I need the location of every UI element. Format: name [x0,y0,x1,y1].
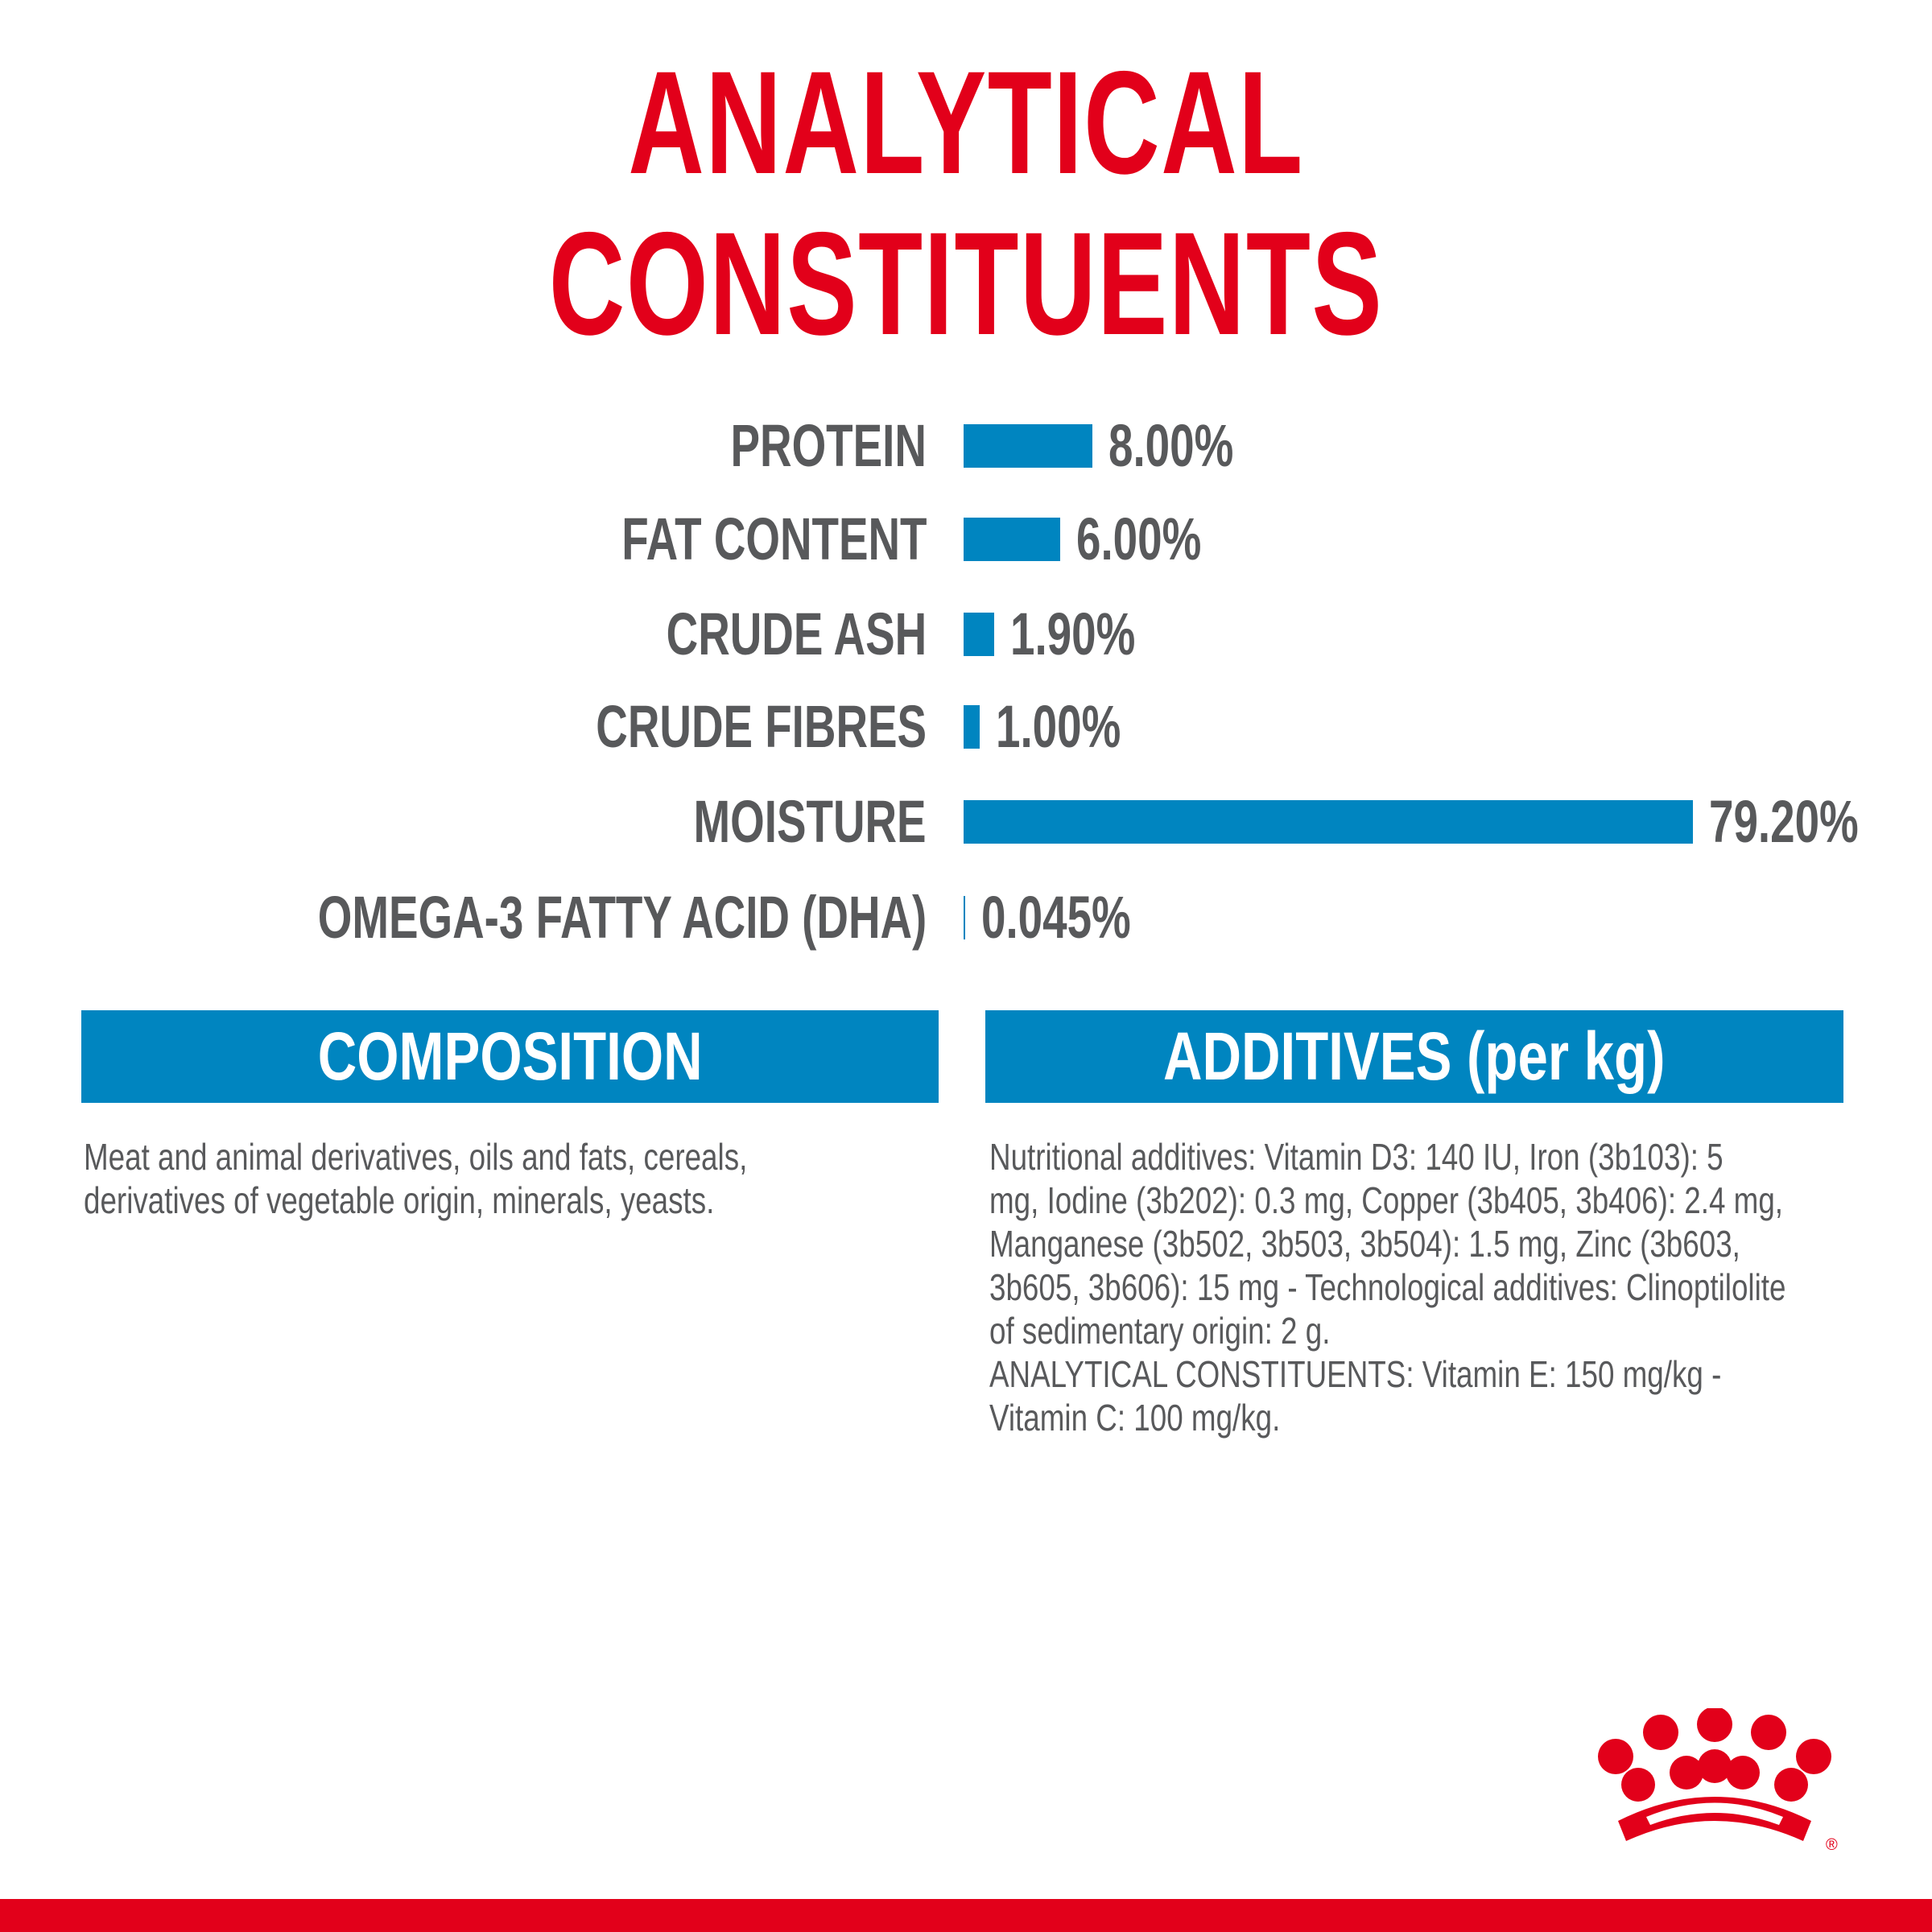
additives-header-text: ADDITIVES (per kg) [1163,1018,1666,1094]
value-label: 6.00% [1076,506,1202,572]
chart-row: PROTEIN 8.00% [0,412,1932,479]
category-label: OMEGA-3 FATTY ACID (DHA) [317,884,927,951]
additives-line: of sedimentary origin: 2 g. [989,1310,1331,1352]
chart-row: MOISTURE 79.20% [0,788,1932,855]
composition-text: Meat and animal derivatives, oils and fa… [84,1135,913,1222]
value-label: 79.20% [1709,788,1859,855]
additives-line: Manganese (3b502, 3b503, 3b504): 1.5 mg,… [989,1223,1740,1265]
additives-header: ADDITIVES (per kg) [985,1010,1843,1103]
chart-row: OMEGA-3 FATTY ACID (DHA) 0.045% [0,884,1932,951]
additives-line: 3b605, 3b606): 15 mg - Technological add… [989,1266,1786,1308]
category-label: CRUDE FIBRES [596,693,927,760]
chart-row: CRUDE ASH 1.90% [0,601,1932,667]
page-title: ANALYTICAL CONSTITUENTS [0,42,1932,364]
additives-line: mg, Iodine (3b202): 0.3 mg, Copper (3b40… [989,1179,1784,1221]
value-label: 8.00% [1108,412,1234,479]
value-label: 1.90% [1010,601,1136,667]
bar [964,424,1092,468]
category-label: FAT CONTENT [621,506,927,572]
additives-text: Nutritional additives: Vitamin D3: 140 I… [989,1135,1932,1439]
bar [964,800,1693,844]
composition-line: derivatives of vegetable origin, mineral… [84,1179,715,1221]
bar [964,518,1060,561]
category-label: CRUDE ASH [666,601,927,667]
value-label: 1.00% [996,693,1121,760]
additives-line: ANALYTICAL CONSTITUENTS: Vitamin E: 150 … [989,1353,1722,1395]
footer-bar [0,1899,1932,1932]
bar [964,705,980,749]
bar [964,613,994,656]
registered-mark: ® [1826,1836,1838,1853]
royal-canin-crown-logo-icon: ® [1598,1708,1838,1853]
category-label: PROTEIN [730,412,927,479]
additives-line: Vitamin C: 100 mg/kg. [989,1397,1281,1439]
chart-row: CRUDE FIBRES 1.00% [0,693,1932,760]
category-label: MOISTURE [693,788,927,855]
chart-row: FAT CONTENT 6.00% [0,506,1932,572]
composition-header-text: COMPOSITION [317,1018,703,1094]
composition-line: Meat and animal derivatives, oils and fa… [84,1136,748,1178]
value-label: 0.045% [981,884,1131,951]
bar [964,896,965,939]
additives-line: Nutritional additives: Vitamin D3: 140 I… [989,1136,1724,1178]
composition-header: COMPOSITION [81,1010,939,1103]
page-title-text: ANALYTICAL CONSTITUENTS [548,40,1384,365]
